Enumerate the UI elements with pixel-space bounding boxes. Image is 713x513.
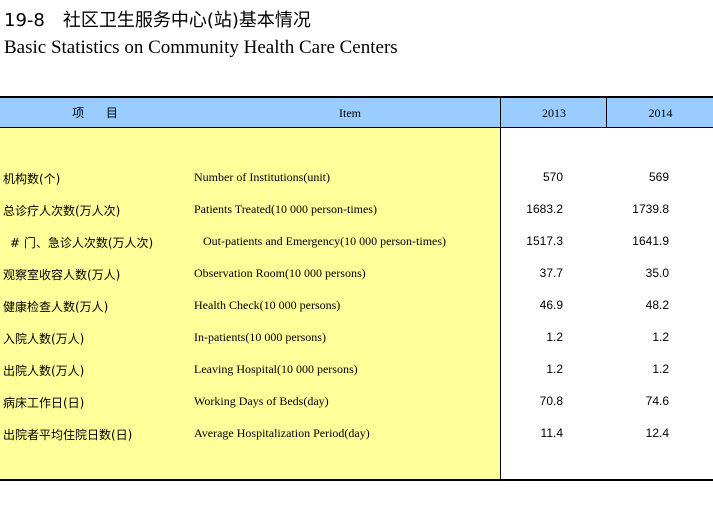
table-row: # 门、急诊人次数(万人次) Out-patients and Emergency… <box>0 234 713 254</box>
value-2014: 1.2 <box>652 362 669 376</box>
value-2013: 46.9 <box>539 298 563 312</box>
value-2013: 1.2 <box>546 362 563 376</box>
header-year-2014: 2014 <box>606 98 713 128</box>
table-row: 病床工作日(日) Working Days of Beds(day) 70.8 74.… <box>0 394 713 414</box>
row-label-en: Patients Treated(10 000 person-times) <box>194 202 377 216</box>
value-2014: 569 <box>648 170 669 184</box>
row-label-en: Working Days of Beds(day) <box>194 394 329 408</box>
title-cn: 19-8 社区卫生服务中心(站)基本情况 <box>4 6 311 32</box>
row-label-cn: 机构数(个) <box>3 172 61 186</box>
value-2014: 1.2 <box>652 330 669 344</box>
row-label-en: Leaving Hospital(10 000 persons) <box>194 362 358 376</box>
value-2013: 11.4 <box>540 426 563 440</box>
table-row: 出院人数(万人) Leaving Hospital(10 000 persons)… <box>0 362 713 382</box>
table-row: 总诊疗人次数(万人次) Patients Treated(10 000 perso… <box>0 202 713 222</box>
row-label-en: Observation Room(10 000 persons) <box>194 266 366 280</box>
row-label-en: Average Hospitalization Period(day) <box>194 426 370 440</box>
value-2014: 35.0 <box>645 266 669 280</box>
table-header: 项 目 Item 2013 2014 <box>0 96 713 128</box>
value-2013: 1517.3 <box>526 234 563 248</box>
value-2013: 70.8 <box>539 394 563 408</box>
value-2014: 12.4 <box>645 426 669 440</box>
row-label-cn: 观察室收容人数(万人) <box>3 268 121 282</box>
value-2014: 48.2 <box>645 298 669 312</box>
value-2013: 37.7 <box>539 266 563 280</box>
table-bottom-rule <box>0 479 713 481</box>
header-item-en: Item <box>339 106 361 120</box>
row-label-cn: 健康检查人数(万人) <box>3 300 109 314</box>
table-number: 19-8 <box>4 10 45 31</box>
table-row: 健康检查人数(万人) Health Check(10 000 persons) 46… <box>0 298 713 318</box>
title-cn-text: 社区卫生服务中心(站)基本情况 <box>62 10 311 31</box>
table-row: 入院人数(万人) In-patients(10 000 persons) 1.2 1.… <box>0 330 713 350</box>
item-column-bg <box>0 128 501 480</box>
table-row: 观察室收容人数(万人) Observation Room(10 000 perso… <box>0 266 713 286</box>
row-label-cn: # 门、急诊人次数(万人次) <box>10 236 154 250</box>
row-label-cn: 病床工作日(日) <box>3 396 85 410</box>
value-2014: 74.6 <box>645 394 669 408</box>
value-2013: 570 <box>542 170 563 184</box>
row-label-cn: 总诊疗人次数(万人次) <box>3 204 121 218</box>
table-row: 出院者平均住院日数(日) Average Hospitalization Peri… <box>0 426 713 446</box>
row-label-cn: 入院人数(万人) <box>3 332 85 346</box>
title-en: Basic Statistics on Community Health Car… <box>4 37 398 58</box>
header-item-cn: 项 目 <box>72 106 118 120</box>
row-label-en: Number of Institutions(unit) <box>194 170 330 184</box>
value-2014: 1739.8 <box>632 202 669 216</box>
table-row: 机构数(个) Number of Institutions(unit) 570 569 <box>0 170 713 190</box>
value-2014: 1641.9 <box>632 234 669 248</box>
row-label-en: In-patients(10 000 persons) <box>194 330 326 344</box>
row-label-en: Health Check(10 000 persons) <box>194 298 341 312</box>
value-2013: 1.2 <box>546 330 563 344</box>
header-year-2013: 2013 <box>500 98 607 128</box>
row-label-en: Out-patients and Emergency(10 000 person… <box>203 234 447 248</box>
value-2013: 1683.2 <box>526 202 563 216</box>
row-label-cn: 出院人数(万人) <box>3 364 85 378</box>
row-label-cn: 出院者平均住院日数(日) <box>3 428 133 442</box>
